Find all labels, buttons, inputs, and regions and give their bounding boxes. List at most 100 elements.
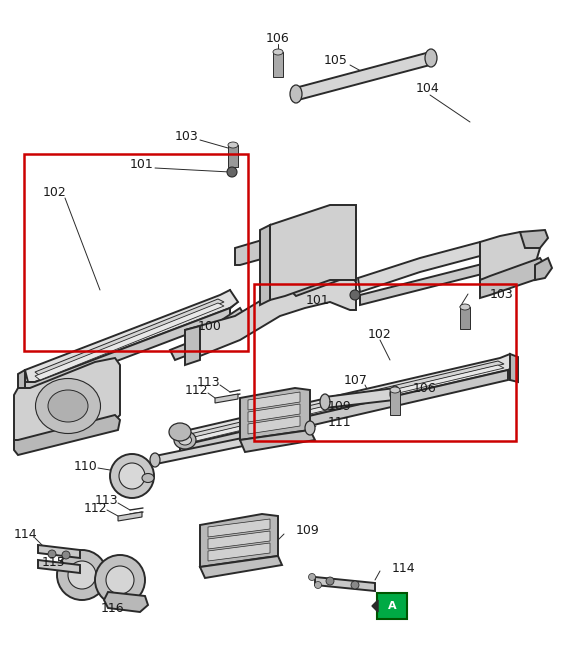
Ellipse shape [174,431,196,449]
Polygon shape [155,424,311,464]
Bar [273,52,283,77]
Polygon shape [180,354,516,444]
Polygon shape [104,592,148,612]
Polygon shape [200,514,278,567]
Circle shape [48,550,56,558]
Text: 112: 112 [184,384,208,397]
Polygon shape [25,308,230,392]
Circle shape [68,561,96,589]
Polygon shape [240,430,315,452]
Polygon shape [35,299,224,376]
Text: 101: 101 [130,159,154,172]
Text: 109: 109 [328,399,352,413]
Text: 102: 102 [43,186,67,199]
Text: 110: 110 [74,459,98,473]
Ellipse shape [425,49,437,67]
Ellipse shape [150,453,160,467]
Polygon shape [14,415,120,455]
Ellipse shape [169,423,191,441]
Polygon shape [315,577,375,591]
Circle shape [351,581,359,589]
Text: 102: 102 [368,328,392,341]
Polygon shape [208,519,270,537]
Ellipse shape [178,435,192,445]
Text: 114: 114 [13,528,37,541]
Polygon shape [208,543,270,561]
Polygon shape [180,370,508,454]
Text: 109: 109 [296,524,320,537]
Bar [228,145,238,167]
Text: 106: 106 [413,381,437,395]
Text: 116: 116 [100,602,124,615]
Polygon shape [510,354,518,382]
Polygon shape [535,258,552,280]
Polygon shape [185,326,200,365]
Polygon shape [190,365,504,441]
Circle shape [57,550,107,600]
Circle shape [62,551,70,559]
Circle shape [110,454,154,498]
Bar [390,390,400,415]
Polygon shape [248,392,300,410]
Polygon shape [360,262,490,305]
Polygon shape [118,512,142,521]
Ellipse shape [460,304,470,310]
Polygon shape [170,308,245,360]
Polygon shape [235,220,356,265]
Polygon shape [200,556,282,578]
Text: 105: 105 [324,54,348,66]
Polygon shape [38,545,80,558]
Polygon shape [372,600,378,612]
Text: 106: 106 [266,32,290,45]
Circle shape [227,167,237,177]
Bar [460,307,470,329]
Ellipse shape [290,85,302,103]
Polygon shape [270,205,356,300]
Circle shape [326,577,334,585]
Ellipse shape [390,387,400,393]
Polygon shape [260,225,270,305]
Text: 111: 111 [328,415,351,428]
Ellipse shape [273,49,283,55]
Text: 101: 101 [306,293,330,306]
Text: 113: 113 [94,493,118,506]
Polygon shape [14,358,120,450]
Polygon shape [190,361,504,437]
Ellipse shape [48,390,88,422]
Ellipse shape [305,421,315,435]
Ellipse shape [228,142,238,148]
Polygon shape [295,52,433,100]
Ellipse shape [36,379,100,433]
FancyBboxPatch shape [377,593,407,619]
Polygon shape [215,394,238,403]
Circle shape [309,573,315,580]
Ellipse shape [320,394,330,410]
Polygon shape [248,416,300,434]
Ellipse shape [390,386,400,402]
Text: 114: 114 [392,562,416,575]
Ellipse shape [142,473,154,482]
Text: A: A [387,601,396,611]
Circle shape [315,582,321,588]
Text: 103: 103 [490,288,514,301]
Text: 107: 107 [344,373,368,386]
Polygon shape [208,531,270,549]
Text: 104: 104 [416,81,440,95]
Text: 113: 113 [196,375,220,388]
Polygon shape [18,370,25,392]
Polygon shape [25,290,238,382]
Polygon shape [480,258,545,298]
Polygon shape [35,303,224,380]
Text: 112: 112 [83,502,107,515]
Text: 115: 115 [42,555,66,568]
Polygon shape [325,388,396,408]
Circle shape [350,290,360,300]
Polygon shape [240,388,310,440]
Circle shape [95,555,145,605]
Circle shape [106,566,134,594]
Polygon shape [290,272,345,296]
Circle shape [119,463,145,489]
Polygon shape [358,242,490,292]
Text: 100: 100 [198,319,222,333]
Polygon shape [248,404,300,422]
